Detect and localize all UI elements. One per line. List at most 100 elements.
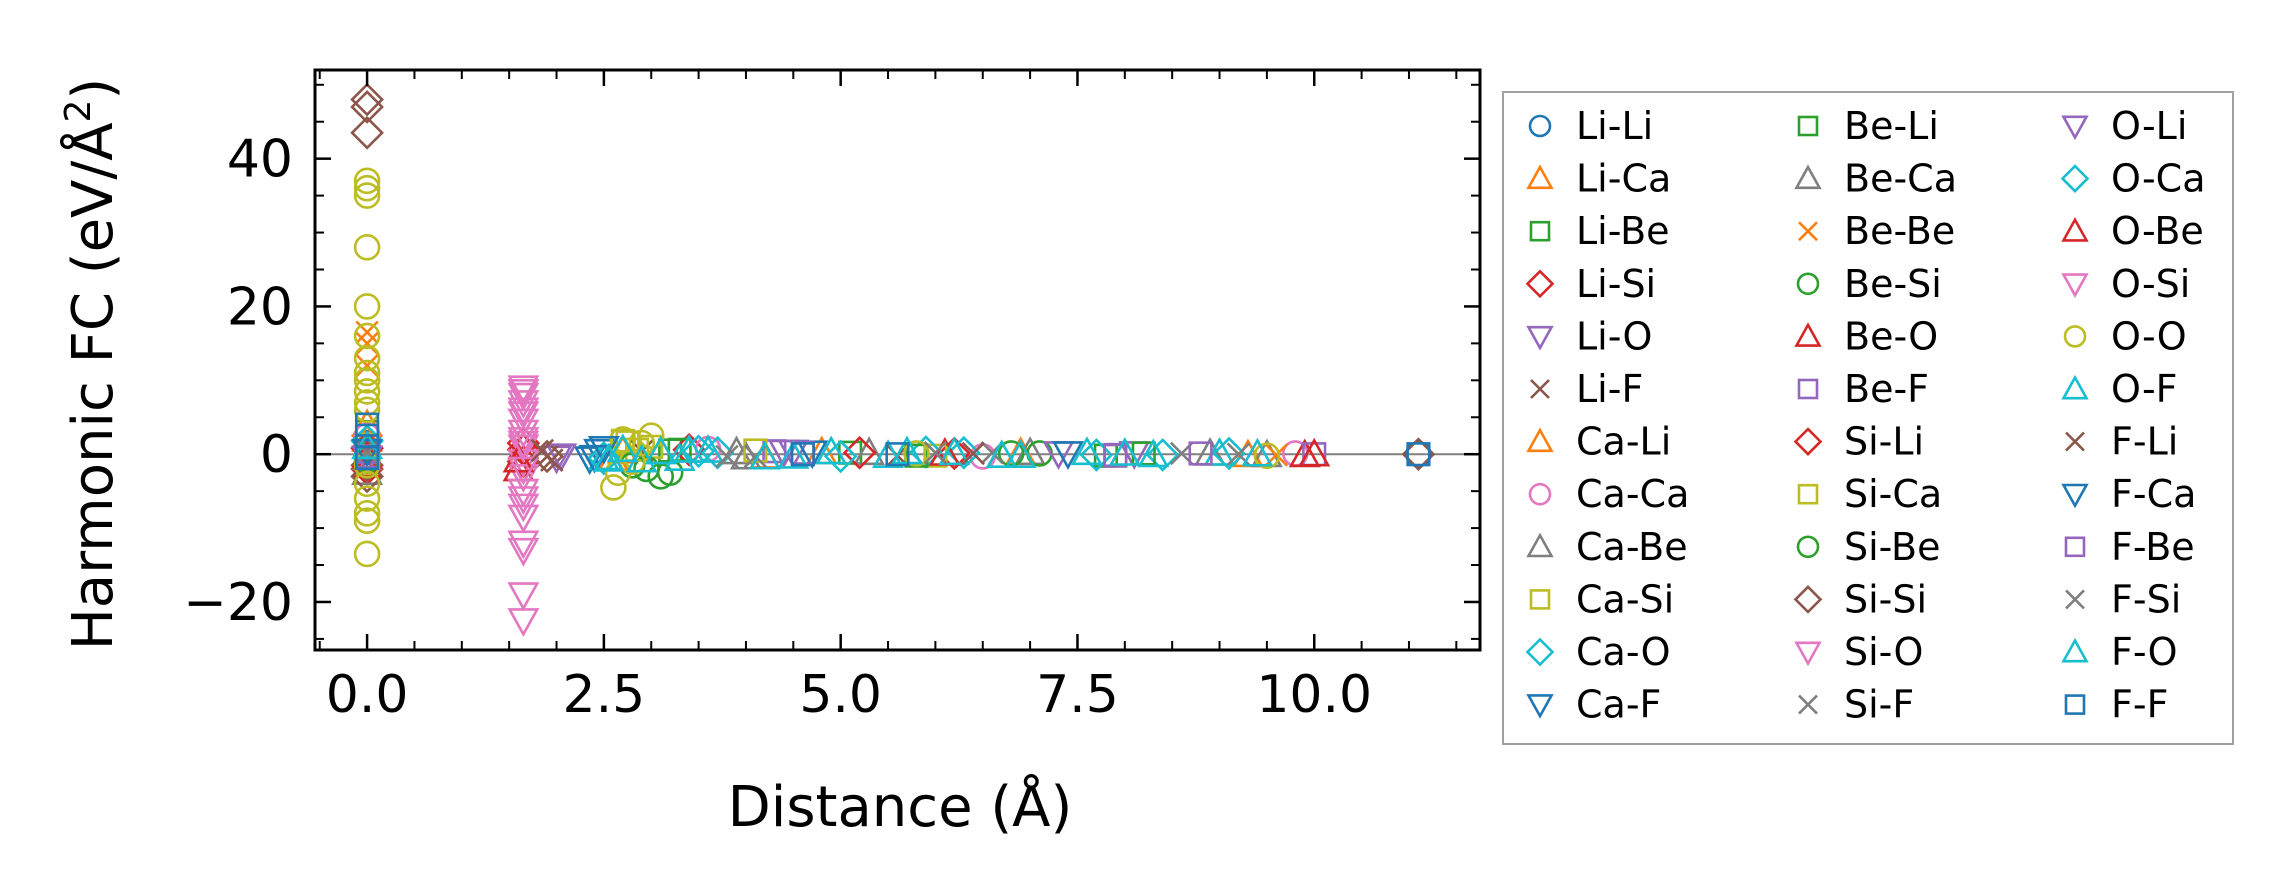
legend-marker-si-ca bbox=[1797, 483, 1819, 505]
data-point-o-o bbox=[353, 359, 381, 387]
legend-item: Si-F bbox=[1798, 683, 1914, 727]
data-point-o-o bbox=[353, 344, 381, 372]
data-point-o-si bbox=[507, 379, 540, 408]
y-tick-label: −20 bbox=[183, 573, 293, 633]
data-point-f-li bbox=[540, 448, 564, 472]
y-axis-title-superscript: 2 bbox=[58, 100, 99, 123]
legend-marker-ca-f bbox=[1526, 694, 1554, 719]
data-point-si-o bbox=[507, 464, 540, 493]
legend-label: F-Li bbox=[2111, 420, 2178, 464]
data-point-o-o bbox=[628, 429, 656, 457]
data-point-ca-be bbox=[853, 436, 886, 466]
data-point-si-o bbox=[507, 408, 540, 438]
series-o-f bbox=[587, 433, 1236, 473]
data-point-o-o bbox=[637, 422, 665, 450]
legend-item: F-O bbox=[2061, 630, 2178, 674]
legend-label: Si-Be bbox=[1844, 525, 1940, 569]
data-point-o-o bbox=[609, 426, 637, 453]
data-point-o-ca bbox=[946, 435, 981, 470]
legend-item: Si-Si bbox=[1793, 577, 1927, 621]
data-point-o-f bbox=[872, 439, 905, 469]
series-f-f bbox=[354, 412, 1431, 470]
legend-frame bbox=[1502, 91, 2234, 745]
data-point-o-f bbox=[692, 434, 725, 463]
legend-label: Ca-Be bbox=[1576, 525, 1688, 569]
data-point-o-si bbox=[507, 456, 540, 486]
legend-item: O-Li bbox=[2061, 104, 2187, 148]
data-point-f-li bbox=[961, 441, 985, 466]
plot-layer bbox=[315, 82, 1480, 637]
legend-item: Be-O bbox=[1794, 314, 1938, 358]
legend-item: Ca-O bbox=[1525, 630, 1671, 674]
legend-marker-si-si bbox=[1793, 585, 1823, 614]
legend-label: O-F bbox=[2111, 367, 2178, 411]
legend-label: Si-Li bbox=[1844, 420, 1924, 464]
x-tick-label: 2.5 bbox=[563, 665, 646, 725]
legend-item: F-Ca bbox=[2061, 472, 2196, 516]
legend-marker-ca-si bbox=[1529, 589, 1551, 610]
data-point-o-f bbox=[938, 436, 971, 466]
data-point-f-f bbox=[790, 442, 815, 467]
y-tick-label: 0 bbox=[260, 425, 293, 485]
data-point-si-o bbox=[507, 382, 540, 412]
legend-item: F-Be bbox=[2064, 525, 2195, 569]
data-point-o-f bbox=[748, 440, 781, 470]
legend-label: O-Li bbox=[2111, 104, 2187, 148]
legend-marker-li-ca bbox=[1526, 164, 1554, 190]
data-point-si-o bbox=[507, 419, 540, 449]
data-point-o-f bbox=[644, 435, 677, 465]
data-point-o-o bbox=[353, 322, 381, 350]
data-point-f-o bbox=[985, 439, 1018, 469]
legend-marker-f-f bbox=[2064, 694, 2086, 715]
legend-marker-ca-li bbox=[1526, 427, 1554, 453]
data-point-o-o bbox=[600, 474, 627, 501]
data-point-f-ca bbox=[351, 438, 384, 468]
data-points bbox=[350, 82, 1436, 637]
series-be-o bbox=[351, 430, 1321, 482]
legend-item: Be-Si bbox=[1796, 262, 1942, 306]
data-point-o-ca bbox=[1212, 436, 1246, 471]
legend-label: Li-Li bbox=[1576, 104, 1653, 148]
legend-label: Ca-F bbox=[1576, 683, 1661, 727]
y-tick-label: 20 bbox=[227, 277, 293, 337]
data-point-f-o bbox=[777, 439, 810, 469]
legend-marker-f-li bbox=[2065, 431, 2085, 452]
legend-marker-li-be bbox=[1529, 220, 1551, 242]
data-point-o-f bbox=[1070, 436, 1103, 466]
legend-label: O-Si bbox=[2111, 262, 2190, 306]
legend-item: Ca-Si bbox=[1529, 577, 1674, 621]
data-point-f-be bbox=[1188, 441, 1213, 466]
legend-marker-o-be bbox=[2061, 217, 2089, 242]
data-point-o-o bbox=[353, 167, 381, 195]
legend-marker-f-be bbox=[2064, 536, 2086, 558]
plot-frame bbox=[313, 68, 1482, 652]
legend-marker-be-f bbox=[1797, 378, 1819, 400]
x-tick-label: 5.0 bbox=[799, 665, 882, 725]
data-point-si-si bbox=[350, 90, 384, 124]
legend-item: Li-F bbox=[1530, 367, 1643, 411]
legend-item: Li-Ca bbox=[1526, 157, 1671, 201]
data-point-f-o bbox=[592, 442, 625, 472]
legend-label: Be-Ca bbox=[1844, 157, 1957, 201]
legend-label: Li-Be bbox=[1576, 209, 1670, 253]
legend-item: Ca-Ca bbox=[1528, 472, 1689, 516]
legend-item: Ca-Be bbox=[1526, 525, 1688, 569]
legend-marker-o-ca bbox=[2060, 164, 2090, 193]
data-point-o-f bbox=[815, 435, 848, 465]
data-point-o-o bbox=[903, 440, 930, 467]
legend-label: Ca-Ca bbox=[1576, 472, 1689, 516]
data-point-o-ca bbox=[681, 434, 716, 469]
data-point-f-si bbox=[715, 444, 739, 469]
legend-label: Si-O bbox=[1844, 630, 1923, 674]
legend-label: Li-F bbox=[1576, 367, 1643, 411]
data-point-o-o bbox=[353, 378, 381, 405]
legend-item: F-Si bbox=[2065, 577, 2181, 621]
legend-marker-li-o bbox=[1526, 325, 1554, 351]
legend-marker-be-si bbox=[1796, 272, 1820, 296]
legend-marker-o-li bbox=[2061, 115, 2089, 141]
legend-marker-si-f bbox=[1798, 694, 1818, 715]
legend-marker-si-be bbox=[1796, 535, 1820, 559]
legend-marker-li-f bbox=[1530, 379, 1550, 399]
data-point-si-si bbox=[350, 115, 384, 150]
series-si-o bbox=[507, 375, 540, 637]
